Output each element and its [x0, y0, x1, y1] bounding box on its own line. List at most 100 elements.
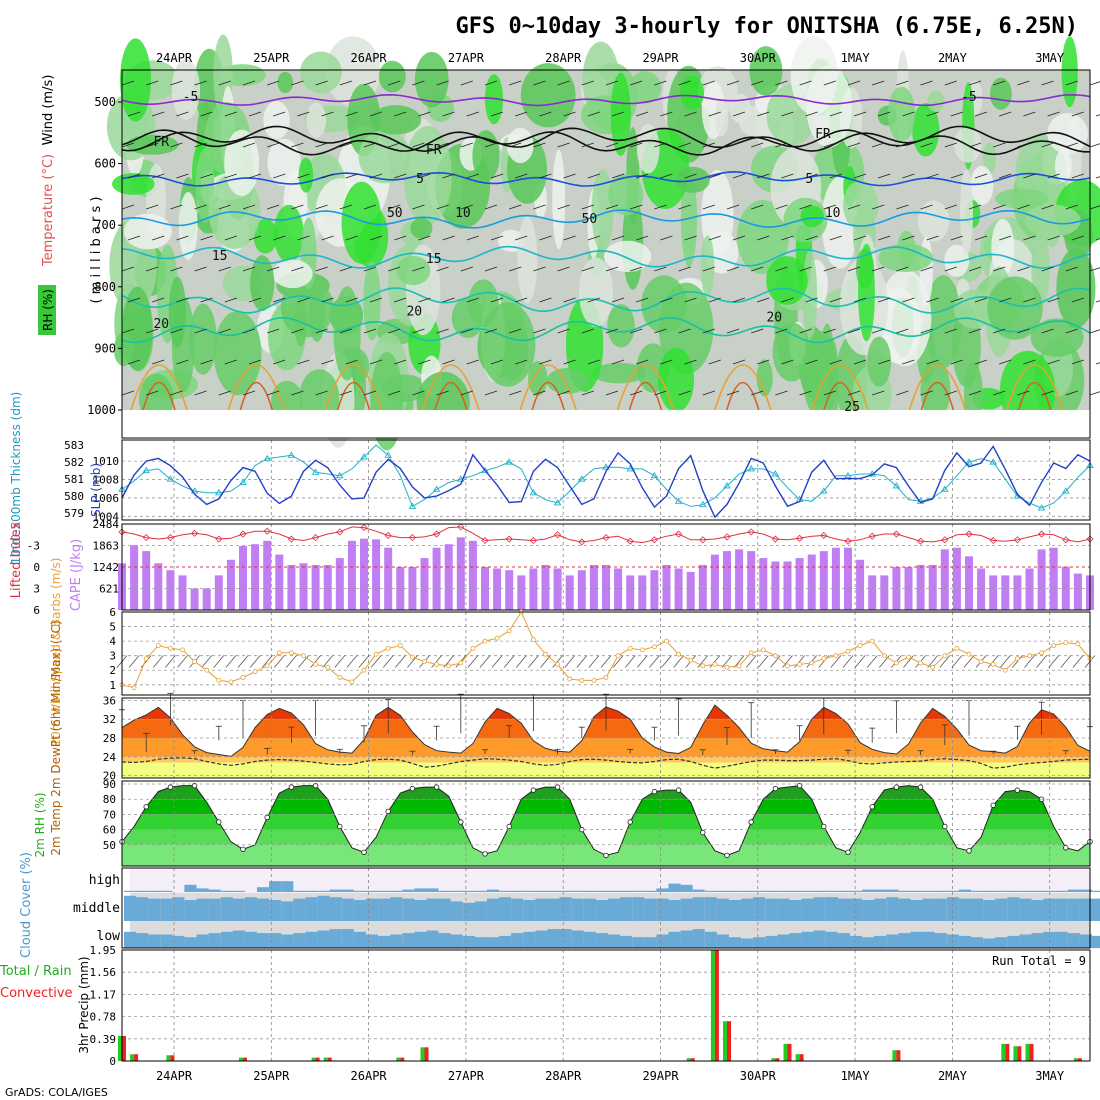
rh-point [869, 804, 875, 810]
contour-label: FR [153, 135, 169, 150]
upper-wind-barb [920, 328, 933, 334]
wind-speed-point [664, 638, 669, 644]
warm-contour [920, 381, 955, 411]
upper-wind-barb [490, 111, 504, 117]
cloud-row-label: middle [73, 901, 120, 916]
upper-wind-barb [242, 328, 256, 334]
temperature-contour [121, 209, 1091, 229]
lifted-index-point [554, 531, 562, 539]
dewpt-band [122, 762, 1090, 778]
cloud-cell [1043, 890, 1056, 892]
cloud-cell [160, 934, 173, 948]
upper-wind-barb [363, 266, 377, 272]
wind-speed-point [301, 653, 306, 659]
cloud-cell [716, 934, 729, 948]
cape-bar [795, 558, 804, 610]
surface-wind-barb [794, 655, 805, 668]
upper-wind-barb [630, 390, 643, 396]
cape-bar [831, 547, 840, 610]
cloud-cell [765, 935, 778, 949]
cloud-cell [1067, 889, 1080, 892]
upper-wind-barb [611, 235, 625, 241]
upper-wind-barb [1047, 359, 1060, 365]
upper-wind-barb [176, 297, 189, 303]
upper-wind-barb [1041, 142, 1054, 148]
cape-bar [190, 588, 199, 610]
surface-wind-barb [503, 655, 515, 668]
cloud-cell [1019, 898, 1032, 921]
upper-wind-barb [926, 235, 939, 241]
thickness-point [505, 458, 513, 465]
upper-wind-barb [146, 80, 159, 86]
cloud-cell [438, 890, 451, 892]
wind-speed-point [446, 663, 452, 669]
cloud-cell [257, 887, 270, 892]
upper-wind-barb [412, 390, 425, 396]
upper-wind-barb [242, 204, 256, 210]
cape-bar [541, 565, 550, 610]
upper-wind-barb [799, 328, 812, 334]
upper-wind-barb [968, 142, 982, 148]
rh-cell [729, 93, 752, 124]
wind-speed-point [1051, 643, 1057, 648]
cloud-cell [946, 934, 959, 948]
cloud-cell [1019, 934, 1032, 948]
temperature-contour [121, 245, 1091, 269]
upper-wind-barb [369, 111, 383, 117]
upper-wind-barb [684, 297, 697, 303]
cloud-cell [474, 901, 487, 921]
pressure-tick-label: 900 [94, 341, 116, 355]
wind-speed-point [930, 664, 936, 670]
upper-wind-barb [509, 328, 522, 334]
upper-wind-barb [944, 80, 957, 86]
cape-bar [940, 549, 949, 610]
lifted-index-point [263, 527, 271, 535]
upper-wind-barb [1095, 362, 1100, 365]
upper-wind-barb [242, 266, 256, 272]
pressure-tick-label: 1000 [87, 403, 116, 417]
upper-wind-barb [611, 359, 625, 365]
upper-wind-barb [170, 142, 183, 148]
wind-speed-point [470, 646, 476, 651]
rh-cell [800, 205, 824, 228]
cloud-cell [341, 898, 354, 921]
cloud-cell [390, 897, 403, 921]
cloud-cell [378, 890, 391, 892]
upper-wind-barb [678, 328, 691, 334]
upper-wind-barb [200, 297, 213, 303]
cloud-cell [946, 890, 959, 892]
cape-bar [771, 561, 780, 610]
cloud-cell [414, 888, 427, 892]
upper-wind-barb [950, 297, 963, 303]
rh-point [748, 819, 754, 825]
cloud-cell [414, 931, 427, 948]
warm-contour [1017, 381, 1052, 411]
cloud-cell [801, 931, 814, 948]
lifted-index-point [1013, 536, 1021, 544]
upper-wind-barb [557, 390, 570, 396]
cape-bar [239, 546, 247, 610]
contour-label: 50 [582, 212, 598, 227]
precip-convective-bar [1029, 1043, 1034, 1061]
lifted-index-point [191, 529, 199, 537]
upper-wind-barb [200, 235, 213, 241]
upper-wind-barb [920, 204, 933, 210]
run-total-label: Run Total = 9 [992, 954, 1086, 968]
cloud-cell [765, 890, 778, 892]
cloud-cell [1007, 935, 1020, 949]
upper-wind-barb [218, 266, 231, 272]
upper-wind-barb [315, 142, 328, 148]
upper-wind-barb [242, 390, 256, 396]
cape-bar [1049, 547, 1058, 610]
upper-wind-barb [515, 235, 528, 241]
upper-wind-barb [218, 390, 231, 396]
cloud-cell [208, 898, 221, 921]
lifted-index-point [602, 534, 610, 542]
upper-wind-barb [509, 142, 522, 148]
wind-speed-point [954, 646, 960, 651]
thickness-tick-label: 582 [64, 456, 84, 469]
upper-wind-barb [490, 235, 504, 241]
cloud-cell [692, 897, 705, 921]
cloud-cell [777, 890, 790, 892]
upper-wind-barb [363, 80, 377, 86]
